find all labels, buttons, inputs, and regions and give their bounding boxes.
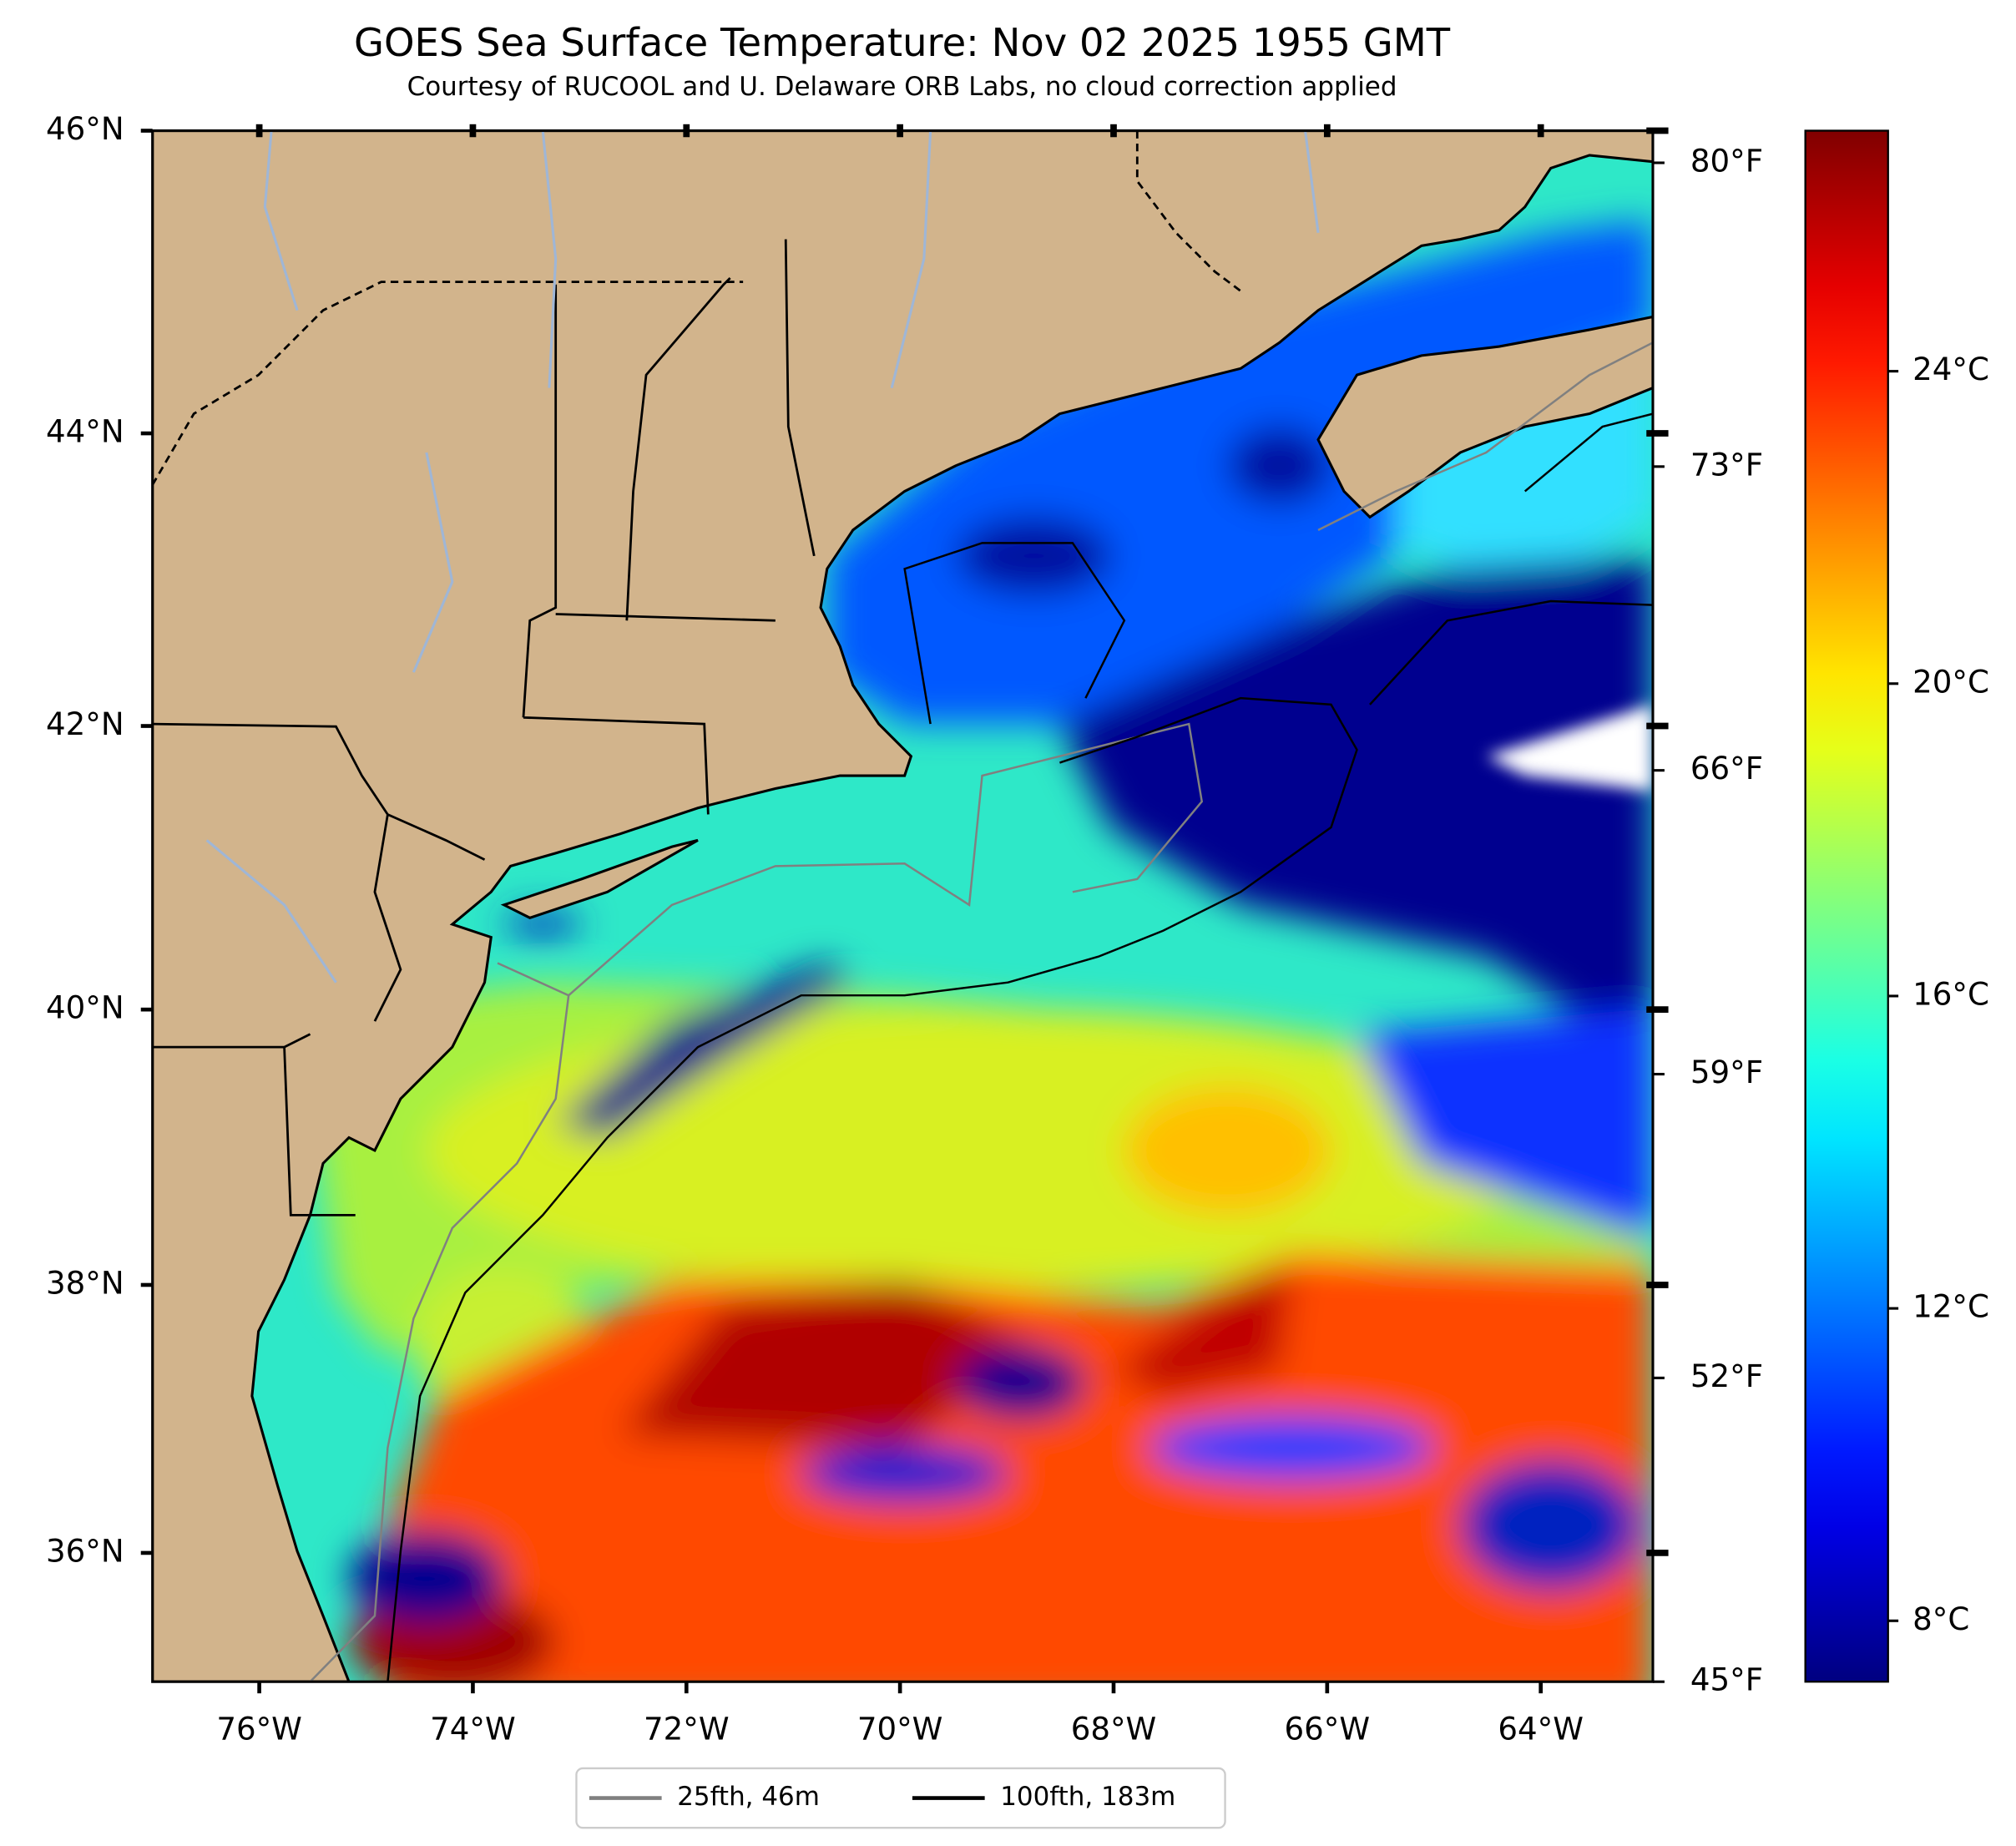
map-title: GOES Sea Surface Temperature: Nov 02 202… xyxy=(354,20,1451,65)
x-tick-label: 74°W xyxy=(430,1712,516,1747)
land-nova-scotia xyxy=(1316,315,1653,519)
y-tick-label: 40°N xyxy=(46,990,124,1026)
isobath-25fth xyxy=(309,341,1653,1682)
y-tick-label: 36°N xyxy=(46,1533,124,1569)
y-tick-label: 44°N xyxy=(46,414,124,450)
y2-tick-label: 45°F xyxy=(1690,1662,1763,1698)
y2-tick-label: 66°F xyxy=(1690,751,1763,786)
x-tick-label: 68°W xyxy=(1071,1712,1157,1747)
colorbar xyxy=(1804,129,1889,1683)
x-tick-label: 76°W xyxy=(216,1712,302,1747)
isobath-100fth xyxy=(387,412,1653,1682)
y-tick-label: 38°N xyxy=(46,1265,124,1301)
national-border xyxy=(152,130,1241,486)
colorbar-tick-label: 24°C xyxy=(1912,351,1989,387)
x-tick-label: 72°W xyxy=(644,1712,730,1747)
rivers xyxy=(205,130,1320,984)
land xyxy=(152,130,1653,1682)
y-tick-label: 46°N xyxy=(46,111,124,147)
colorbar-tick-label: 12°C xyxy=(1912,1289,1989,1325)
y2-tick-label: 52°F xyxy=(1690,1358,1763,1394)
cloud-mask xyxy=(1486,704,1653,792)
y-tick-label: 42°N xyxy=(46,706,124,742)
state-borders xyxy=(152,239,816,1216)
y2-tick-label: 73°F xyxy=(1690,447,1763,483)
land-long-island xyxy=(500,838,699,919)
legend-label: 100fth, 183m xyxy=(1000,1782,1175,1812)
colorbar-tick-label: 16°C xyxy=(1912,976,1989,1012)
map-area xyxy=(152,130,1653,1682)
map-subtitle: Courtesy of RUCOOL and U. Delaware ORB L… xyxy=(407,72,1397,102)
y2-tick-label: 80°F xyxy=(1690,143,1763,179)
sst-field xyxy=(297,220,1653,1682)
x-tick-label: 70°W xyxy=(857,1712,943,1747)
x-tick-label: 64°W xyxy=(1498,1712,1584,1747)
legend-label: 25fth, 46m xyxy=(677,1782,820,1812)
legend xyxy=(575,1767,1226,1829)
colorbar-tick-label: 20°C xyxy=(1912,664,1989,700)
y2-tick-label: 59°F xyxy=(1690,1054,1763,1090)
x-tick-label: 66°W xyxy=(1285,1712,1371,1747)
colorbar-tick-label: 8°C xyxy=(1912,1601,1969,1637)
